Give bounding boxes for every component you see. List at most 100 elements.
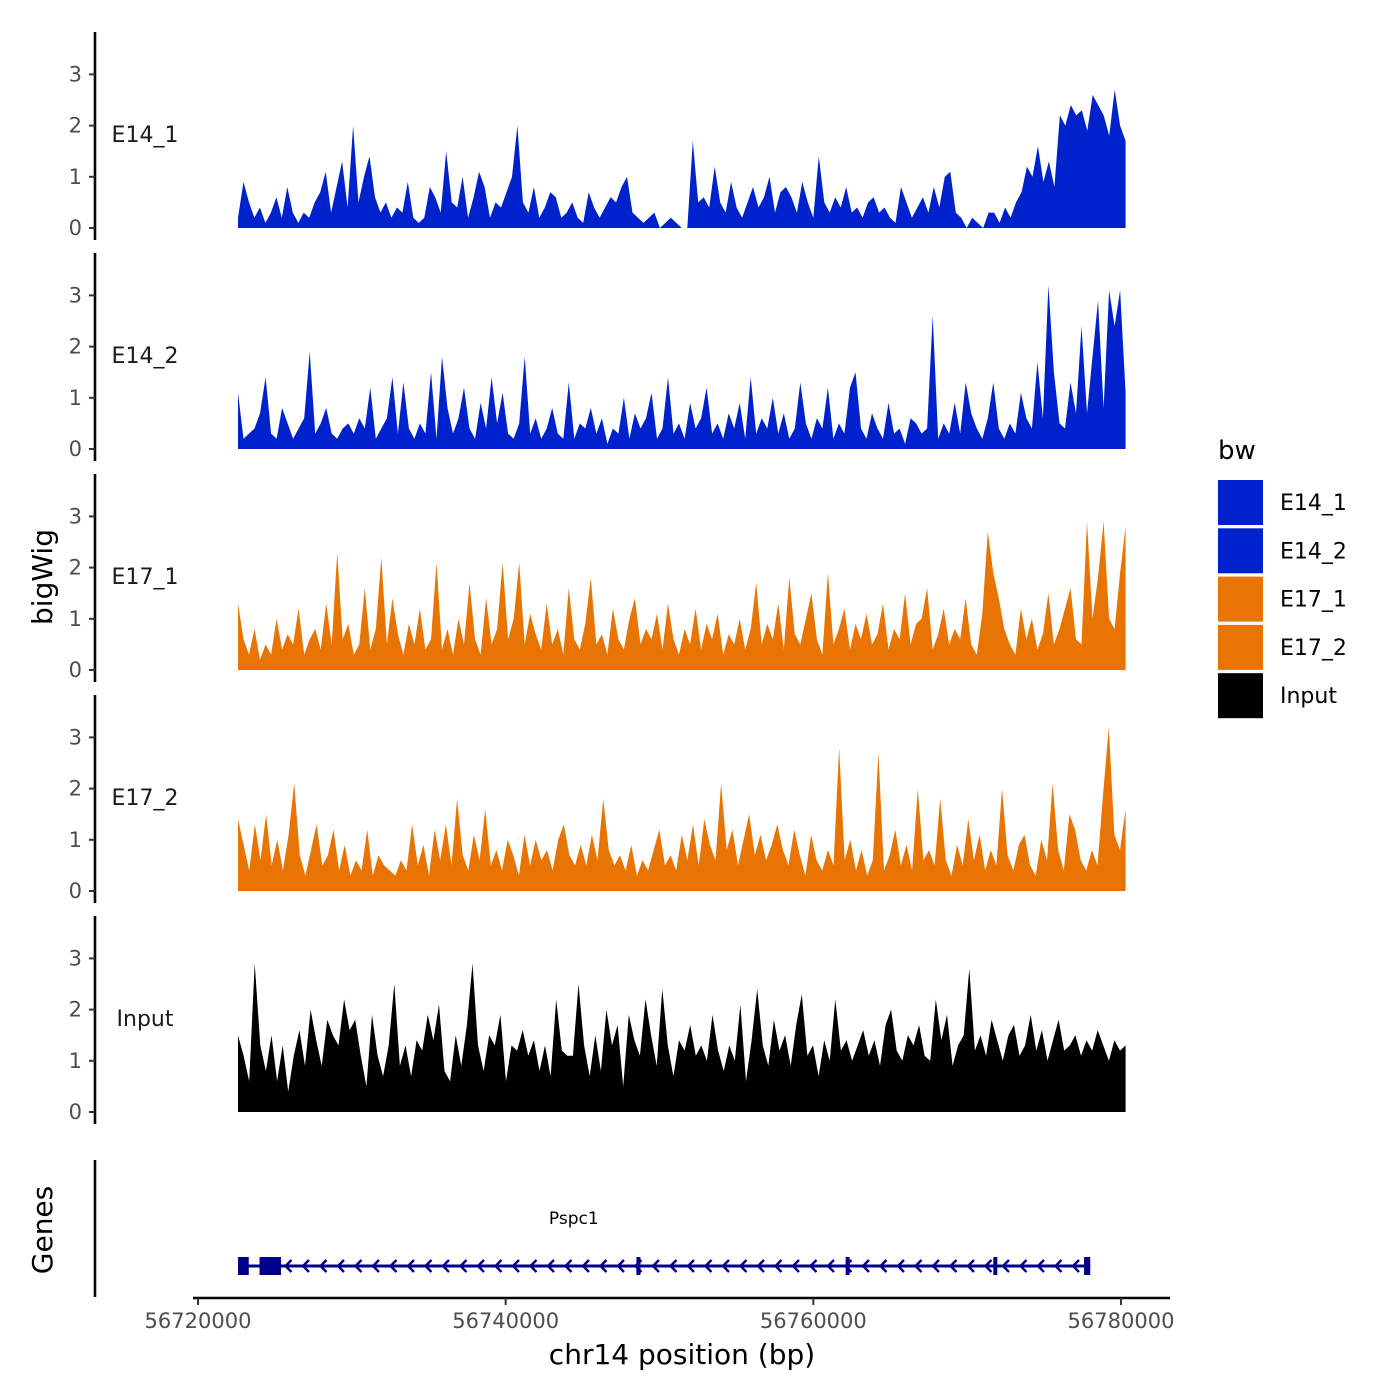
legend-key-e17_2: [1218, 624, 1263, 670]
legend: bw E14_1 E14_2 E17_1 E17_2 Input: [1218, 436, 1347, 719]
strand-arrow: [983, 1259, 993, 1273]
track-label: E14_2: [112, 344, 179, 369]
y-tick-label: 3: [69, 725, 82, 749]
track-label: E14_1: [112, 123, 179, 148]
strand-arrow: [738, 1259, 748, 1273]
track-label: Input: [117, 1007, 174, 1032]
strand-arrow: [616, 1259, 625, 1273]
strand-arrow: [1053, 1259, 1063, 1273]
strand-arrow: [896, 1259, 905, 1273]
y-tick-label: 1: [69, 607, 82, 631]
strand-arrow: [948, 1259, 958, 1273]
strand-arrow: [511, 1259, 520, 1273]
strand-arrow: [458, 1259, 468, 1273]
strand-arrow: [493, 1259, 503, 1273]
track-e14_2: 0 1 2 3 E14_2: [69, 253, 1126, 461]
y-tick-label: 0: [69, 216, 82, 240]
gene-exon: [237, 1257, 249, 1275]
y-tick-label: 0: [69, 658, 82, 682]
y-tick-label: 1: [69, 828, 82, 852]
y-tick-label: 1: [69, 1049, 82, 1073]
strand-arrow: [878, 1259, 888, 1273]
track-input: 0 1 2 3 Input: [69, 916, 1126, 1124]
strand-arrow: [563, 1259, 573, 1273]
strand-arrow: [336, 1259, 345, 1273]
bigwig-tracks: 0 1 2 3 E14_1 0 1 2 3 E14_2 0 1 2 3 E17_1 0 1 2 3 E17_2 0 1 2 3…: [69, 32, 1126, 1124]
strand-arrow: [476, 1259, 485, 1273]
strand-arrow: [353, 1259, 363, 1273]
x-axis-title: chr14 position (bp): [549, 1338, 815, 1371]
gene-name-label: Pspc1: [549, 1209, 599, 1229]
strand-arrow: [1018, 1259, 1028, 1273]
y-tick-label: 3: [69, 283, 82, 307]
x-tick-label: 56720000: [145, 1309, 252, 1333]
strand-arrow: [598, 1259, 608, 1273]
y-tick-label: 1: [69, 165, 82, 189]
strand-arrow: [756, 1259, 765, 1273]
y-tick-label: 0: [69, 437, 82, 461]
strand-arrow: [528, 1259, 538, 1273]
x-axis: 56720000 56740000 56760000 56780000: [145, 1296, 1175, 1333]
y-tick-label: 2: [69, 777, 82, 801]
y-tick-label: 3: [69, 62, 82, 86]
strand-arrow: [668, 1259, 678, 1273]
legend-label: E14_2: [1280, 539, 1347, 564]
strand-arrow: [913, 1259, 923, 1273]
strand-arrow: [686, 1259, 695, 1273]
signal-area-e17_1: [238, 521, 1126, 670]
signal-area-e14_2: [238, 285, 1126, 449]
legend-label: Input: [1280, 684, 1337, 709]
strand-arrow: [301, 1259, 310, 1273]
y-tick-label: 0: [69, 879, 82, 903]
strand-arrow: [371, 1259, 380, 1273]
y-tick-label: 2: [69, 335, 82, 359]
y-tick-label: 1: [69, 386, 82, 410]
x-tick-label: 56760000: [760, 1309, 867, 1333]
x-tick-label: 56780000: [1068, 1309, 1175, 1333]
x-tick-label: 56740000: [452, 1309, 559, 1333]
y-axis-title: bigWig: [26, 529, 59, 625]
strand-arrow: [423, 1259, 433, 1273]
strand-arrow: [441, 1259, 450, 1273]
strand-arrow: [773, 1259, 783, 1273]
signal-area-input: [238, 963, 1126, 1112]
strand-arrow: [931, 1259, 940, 1273]
strand-arrow: [966, 1259, 975, 1273]
strand-arrow: [546, 1259, 555, 1273]
strand-arrow: [318, 1259, 328, 1273]
y-tick-label: 3: [69, 504, 82, 528]
strand-arrow: [861, 1259, 870, 1273]
gene-exon: [636, 1257, 641, 1275]
signal-area-e14_1: [238, 89, 1126, 228]
track-e17_1: 0 1 2 3 E17_1: [69, 474, 1126, 682]
strand-arrow: [703, 1259, 713, 1273]
strand-arrow: [581, 1259, 590, 1273]
legend-key-e17_1: [1218, 576, 1263, 622]
legend-label: E14_1: [1280, 491, 1347, 516]
gene-exon: [259, 1257, 282, 1275]
gene-pspc1: Pspc1: [237, 1209, 1091, 1275]
strand-arrow: [1036, 1259, 1045, 1273]
gene-exon: [1084, 1257, 1091, 1275]
legend-title: bw: [1218, 436, 1256, 466]
strand-arrow: [1071, 1259, 1080, 1273]
y-tick-label: 0: [69, 1100, 82, 1124]
legend-key-e14_2: [1218, 528, 1263, 574]
legend-label: E17_2: [1280, 636, 1347, 661]
strand-arrow: [721, 1259, 730, 1273]
y-tick-label: 2: [69, 556, 82, 580]
gene-exon: [845, 1257, 850, 1275]
gene-exon: [993, 1257, 998, 1275]
strand-arrow: [406, 1259, 415, 1273]
y-tick-label: 2: [69, 998, 82, 1022]
track-label: E17_1: [112, 565, 179, 590]
y-tick-label: 2: [69, 114, 82, 138]
strand-arrow: [791, 1259, 800, 1273]
track-label: E17_2: [112, 786, 179, 811]
strand-arrow: [808, 1259, 818, 1273]
legend-key-e14_1: [1218, 480, 1263, 525]
track-e14_1: 0 1 2 3 E14_1: [69, 32, 1126, 240]
strand-arrow: [1001, 1259, 1010, 1273]
genes-panel-title: Genes: [26, 1186, 59, 1274]
